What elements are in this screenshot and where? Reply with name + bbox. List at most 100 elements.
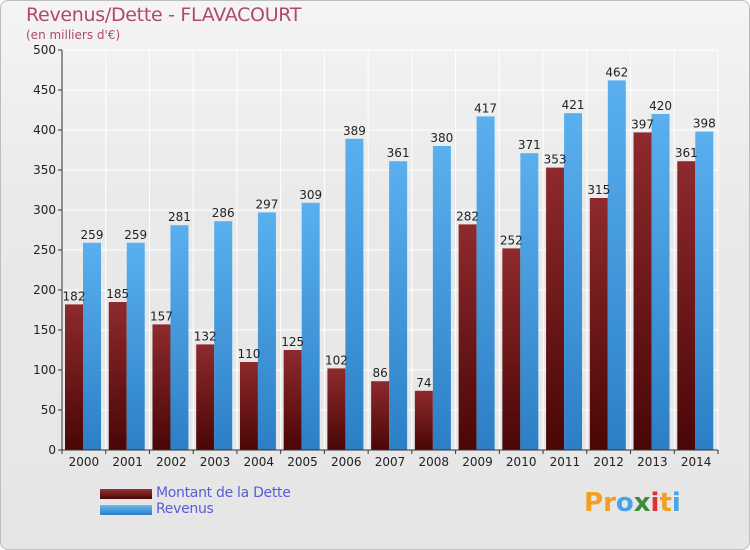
xtick-label: 2001 xyxy=(112,455,143,469)
bar-debt-2009 xyxy=(458,224,477,450)
xtick-label: 2006 xyxy=(331,455,362,469)
value-label-debt-2002: 157 xyxy=(150,309,173,323)
bar-revenue-2013 xyxy=(651,114,670,450)
legend-label-revenue: Revenus xyxy=(156,501,214,517)
bar-revenue-2014 xyxy=(695,131,714,450)
value-label-debt-2000: 182 xyxy=(63,289,86,303)
value-label-revenue-2006: 389 xyxy=(343,124,366,138)
value-label-debt-2013: 397 xyxy=(631,117,654,131)
value-label-debt-2010: 252 xyxy=(500,233,523,247)
bar-revenue-2012 xyxy=(607,80,626,451)
ytick-label: 350 xyxy=(33,163,56,177)
logo-letter: i xyxy=(671,488,681,518)
xtick-label: 2013 xyxy=(637,455,668,469)
value-label-debt-2012: 315 xyxy=(587,183,610,197)
bar-debt-2000 xyxy=(65,304,83,450)
xtick-label: 2014 xyxy=(681,455,712,469)
bar-revenue-2003 xyxy=(214,221,233,450)
value-label-revenue-2005: 309 xyxy=(299,188,322,202)
legend-label-debt: Montant de la Dette xyxy=(156,485,291,501)
bar-debt-2010 xyxy=(502,248,521,450)
xtick-label: 2007 xyxy=(375,455,406,469)
value-label-revenue-2010: 371 xyxy=(518,138,541,152)
value-label-debt-2006: 102 xyxy=(325,353,348,367)
ytick-label: 450 xyxy=(33,83,56,97)
logo-letter: i xyxy=(650,488,660,518)
bar-debt-2003 xyxy=(196,344,215,450)
logo-letter: t xyxy=(659,488,672,518)
ytick-label: 250 xyxy=(33,243,56,257)
bar-debt-2011 xyxy=(546,167,565,450)
ytick-label: 400 xyxy=(33,123,56,137)
logo-letter: x xyxy=(633,488,651,518)
bar-revenue-2007 xyxy=(389,161,408,450)
ytick-label: 200 xyxy=(33,283,56,297)
xtick-label: 2011 xyxy=(550,455,581,469)
bar-debt-2001 xyxy=(108,302,127,450)
value-label-debt-2009: 282 xyxy=(456,209,479,223)
bar-revenue-2010 xyxy=(520,153,539,450)
ytick-label: 100 xyxy=(33,363,56,377)
value-label-debt-2014: 361 xyxy=(675,146,698,160)
value-label-revenue-2001: 259 xyxy=(124,228,147,242)
value-label-debt-2005: 125 xyxy=(281,335,304,349)
bar-debt-2006 xyxy=(327,368,346,450)
value-label-revenue-2003: 286 xyxy=(212,206,235,220)
bar-debt-2008 xyxy=(414,390,433,450)
value-label-debt-2007: 86 xyxy=(372,366,387,380)
bar-revenue-2001 xyxy=(126,242,145,450)
value-label-debt-2001: 185 xyxy=(106,287,129,301)
bar-debt-2005 xyxy=(283,350,302,450)
xtick-label: 2008 xyxy=(418,455,449,469)
legend-swatch-debt xyxy=(100,489,152,499)
value-label-debt-2003: 132 xyxy=(194,329,217,343)
xtick-label: 2009 xyxy=(462,455,493,469)
ytick-label: 150 xyxy=(33,323,56,337)
logo-letter: o xyxy=(615,488,634,518)
value-label-revenue-2000: 259 xyxy=(81,228,104,242)
value-label-revenue-2004: 297 xyxy=(255,197,278,211)
value-label-revenue-2007: 361 xyxy=(387,146,410,160)
logo-letter: r xyxy=(603,488,616,518)
value-label-revenue-2002: 281 xyxy=(168,210,191,224)
bar-revenue-2009 xyxy=(476,116,495,451)
xtick-label: 2012 xyxy=(593,455,624,469)
ytick-label: 300 xyxy=(33,203,56,217)
xtick-label: 2000 xyxy=(69,455,100,469)
bar-revenue-2011 xyxy=(564,113,583,450)
bar-revenue-2000 xyxy=(83,242,101,450)
logo-letter: P xyxy=(584,488,604,518)
value-label-revenue-2011: 421 xyxy=(562,98,585,112)
value-labels: 182 259 185 259 157 281 132 286 110 297 125 309 102 3… xyxy=(63,65,716,389)
xtick-label: 2010 xyxy=(506,455,537,469)
bar-debt-2013 xyxy=(633,132,652,450)
proxiti-logo: Proxiti xyxy=(584,488,681,518)
bar-debt-2014 xyxy=(677,161,696,450)
xtick-label: 2002 xyxy=(156,455,187,469)
bar-revenue-2008 xyxy=(432,146,451,450)
xtick-label: 2005 xyxy=(287,455,318,469)
ytick-label: 500 xyxy=(33,43,56,57)
value-label-revenue-2008: 380 xyxy=(430,131,453,145)
legend-swatch-revenue xyxy=(100,505,152,515)
xtick-label: 2003 xyxy=(200,455,231,469)
ytick-label: 50 xyxy=(41,403,56,417)
bar-debt-2002 xyxy=(152,324,171,450)
value-label-revenue-2009: 417 xyxy=(474,101,497,115)
bar-debt-2007 xyxy=(371,381,390,450)
axes: 0 50 100 150 200 250 300 350 400 450 500 2000 2001 20… xyxy=(33,43,719,469)
ytick-label: 0 xyxy=(48,443,56,457)
bar-revenue-2004 xyxy=(257,212,276,450)
chart-subtitle: (en milliers d'€) xyxy=(26,28,121,42)
bar-debt-2004 xyxy=(239,362,258,450)
bar-debt-2012 xyxy=(589,198,608,450)
bar-revenue-2002 xyxy=(170,225,189,450)
bars xyxy=(65,80,714,451)
value-label-debt-2004: 110 xyxy=(237,347,260,361)
value-label-revenue-2013: 420 xyxy=(649,99,672,113)
chart-title: Revenus/Dette - FLAVACOURT xyxy=(26,4,302,26)
bar-revenue-2005 xyxy=(301,202,320,450)
value-label-revenue-2012: 462 xyxy=(605,65,628,79)
value-label-debt-2008: 74 xyxy=(416,376,431,390)
bar-revenue-2006 xyxy=(345,138,364,451)
